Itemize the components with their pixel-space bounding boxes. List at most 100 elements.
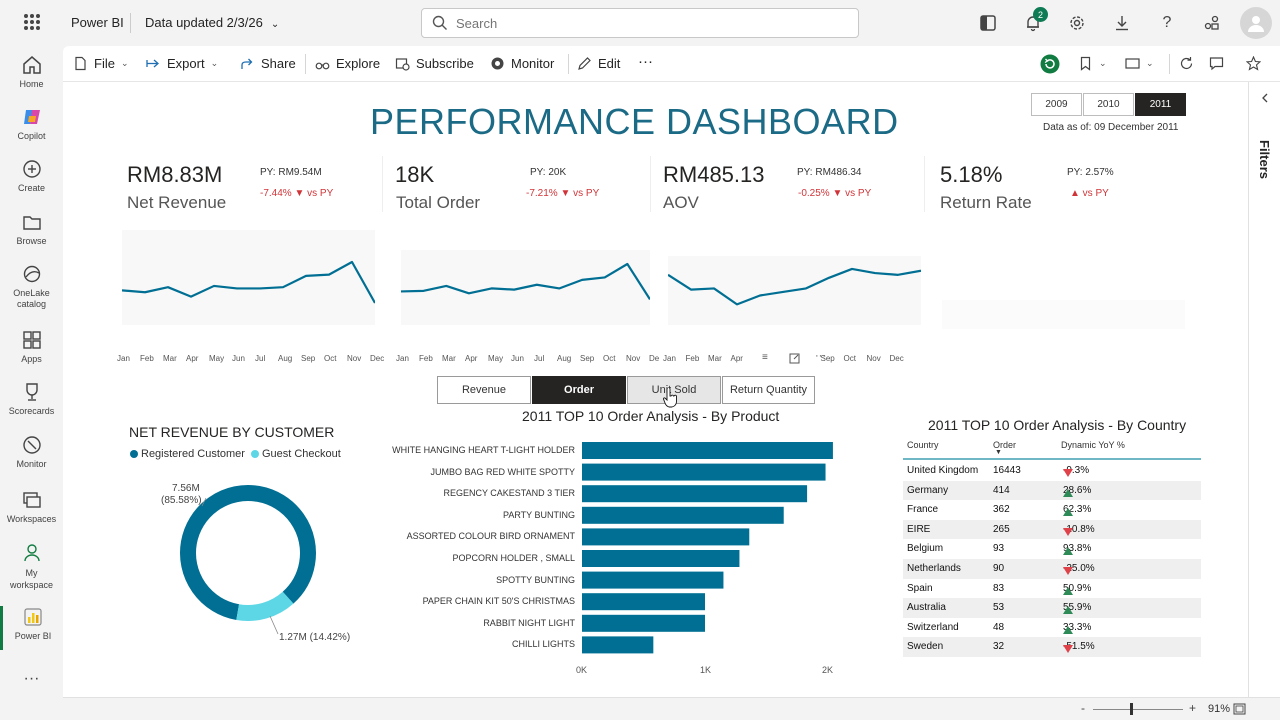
subscribe-button[interactable]: Subscribe: [395, 56, 474, 71]
share-feedback-icon[interactable]: [1201, 12, 1223, 34]
bookmark-icon: [1080, 56, 1091, 71]
year-slicer-2010[interactable]: 2010: [1083, 93, 1134, 116]
nav-monitor[interactable]: Monitor: [0, 434, 63, 469]
refresh-icon[interactable]: [1179, 56, 1194, 71]
measure-toggle-order[interactable]: Order: [532, 376, 626, 404]
table-row[interactable]: EIRE 265 -10.8%: [903, 519, 1201, 540]
month-tick: Aug: [557, 354, 572, 363]
yoy-cell: -9.3%: [1063, 465, 1090, 477]
nav-my-workspace[interactable]: My workspace: [0, 542, 63, 591]
table-row[interactable]: United Kingdom 16443 -9.3%: [903, 461, 1201, 481]
nav-workspaces[interactable]: Workspaces: [0, 489, 63, 524]
data-updated-dropdown[interactable]: Data updated 2/3/26 ⌄: [145, 15, 279, 30]
app-launcher-icon[interactable]: [24, 14, 40, 30]
nav-browse[interactable]: Browse: [0, 211, 63, 246]
nav-scorecards[interactable]: Scorecards: [0, 381, 63, 416]
edit-label: Edit: [598, 56, 621, 71]
year-slicer-2009[interactable]: 2009: [1031, 93, 1082, 116]
kpi-net-revenue-change: -7.44% ▼ vs PY: [260, 188, 334, 199]
share-button[interactable]: Share: [240, 56, 296, 71]
table-row[interactable]: Switzerland 48 33.3%: [903, 618, 1201, 638]
legend-label: Guest Checkout: [261, 448, 341, 460]
focus-mode-icon[interactable]: [789, 353, 800, 367]
zoom-out-button[interactable]: -: [1081, 701, 1085, 715]
table-row[interactable]: Australia 53 55.9%: [903, 598, 1201, 618]
panel-toggle-icon[interactable]: [977, 12, 999, 34]
leader-line: [201, 497, 207, 507]
legend-item-guest[interactable]: Guest Checkout: [250, 448, 341, 460]
visual-more-options-icon[interactable]: ···: [815, 350, 826, 362]
month-tick: Sep: [820, 354, 835, 363]
yoy-value: 50.9%: [1063, 582, 1092, 594]
avatar[interactable]: [1240, 7, 1272, 39]
chevron-left-icon[interactable]: [1259, 92, 1271, 104]
explore-label: Explore: [336, 56, 381, 71]
yoy-value: -9.3%: [1063, 465, 1090, 476]
table-header: Country Order ▼ Dynamic YoY %: [903, 436, 1201, 460]
nav-apps[interactable]: Apps: [0, 329, 63, 364]
edit-button[interactable]: Edit: [577, 56, 620, 71]
explore-button[interactable]: Explore: [315, 56, 380, 71]
nav-home-label: Home: [19, 79, 44, 89]
country-cell: United Kingdom: [907, 465, 979, 476]
dashboard-title: PERFORMANCE DASHBOARD: [370, 101, 899, 142]
nav-my-workspace-label: My workspace: [9, 568, 54, 590]
monitor-button[interactable]: Monitor: [490, 56, 554, 71]
column-header-yoy[interactable]: Dynamic YoY %: [1061, 440, 1125, 450]
month-tick: Oct: [603, 354, 616, 363]
table-row[interactable]: Sweden 32 -51.5%: [903, 637, 1201, 657]
nav-copilot[interactable]: Copilot: [0, 106, 63, 141]
nav-powerbi[interactable]: Power BI: [0, 606, 63, 650]
share-icon: [241, 58, 253, 69]
month-tick: Oct: [843, 354, 856, 363]
column-header-country[interactable]: Country: [907, 440, 939, 450]
table-row[interactable]: Belgium 93 93.8%: [903, 539, 1201, 559]
divider: [924, 156, 925, 212]
table-row[interactable]: France 362 62.3%: [903, 500, 1201, 520]
nav-more-button[interactable]: ···: [23, 670, 40, 687]
app-name[interactable]: Power BI: [71, 15, 124, 30]
more-options-button[interactable]: ···: [638, 53, 653, 70]
filters-label[interactable]: Filters: [1257, 140, 1272, 180]
month-tick: Mar: [442, 354, 456, 363]
zoom-in-button[interactable]: +: [1189, 701, 1197, 715]
nav-onelake[interactable]: OneLake catalog: [0, 263, 63, 310]
export-menu[interactable]: Export ⌄: [146, 56, 218, 71]
legend-item-registered[interactable]: Registered Customer: [130, 448, 245, 460]
refresh-status-icon[interactable]: [1040, 54, 1060, 74]
filter-lines-icon[interactable]: ≡: [762, 352, 768, 363]
bookmark-menu[interactable]: ⌄: [1078, 56, 1107, 71]
zoom-slider-handle[interactable]: [1130, 703, 1133, 715]
trend-up-icon: [1063, 547, 1073, 556]
comment-icon[interactable]: [1209, 56, 1224, 71]
nav-home[interactable]: Home: [0, 54, 63, 89]
bar-category-label: PAPER CHAIN KIT 50'S CHRISTMAS: [422, 596, 575, 607]
fit-to-page-icon[interactable]: [1233, 703, 1246, 715]
search-box[interactable]: [421, 8, 859, 38]
filters-pane[interactable]: [1248, 82, 1280, 697]
measure-toggle-return-quantity[interactable]: Return Quantity: [722, 376, 815, 404]
table-row[interactable]: Spain 83 50.9%: [903, 579, 1201, 599]
download-icon[interactable]: [1111, 12, 1133, 34]
yoy-value: 55.9%: [1063, 602, 1092, 614]
search-input[interactable]: [456, 15, 836, 31]
column-header-order[interactable]: Order: [993, 440, 1017, 450]
help-icon[interactable]: ?: [1162, 14, 1172, 31]
year-slicer-2011[interactable]: 2011: [1135, 93, 1186, 116]
favorite-star-icon[interactable]: [1246, 56, 1261, 71]
donut-label-guest: 1.27M (14.42%): [279, 632, 351, 643]
kpi-aov-change: -0.25% ▼ vs PY: [798, 188, 872, 199]
file-menu[interactable]: File ⌄: [73, 56, 129, 71]
settings-gear-icon[interactable]: [1066, 12, 1088, 34]
view-menu[interactable]: ⌄: [1125, 56, 1154, 71]
nav-scorecards-label: Scorecards: [8, 406, 55, 416]
bar-category-label: PARTY BUNTING: [502, 509, 575, 520]
table-row[interactable]: Netherlands 90 -25.0%: [903, 559, 1201, 579]
nav-create[interactable]: Create: [0, 158, 63, 193]
zoom-slider[interactable]: [1093, 709, 1183, 710]
binoculars-icon: [315, 62, 330, 70]
table-row[interactable]: Germany 414 28.6%: [903, 480, 1201, 501]
measure-toggle-revenue[interactable]: Revenue: [437, 376, 531, 404]
month-tick: Apr: [186, 354, 199, 363]
order-cell: 90: [993, 563, 1005, 574]
